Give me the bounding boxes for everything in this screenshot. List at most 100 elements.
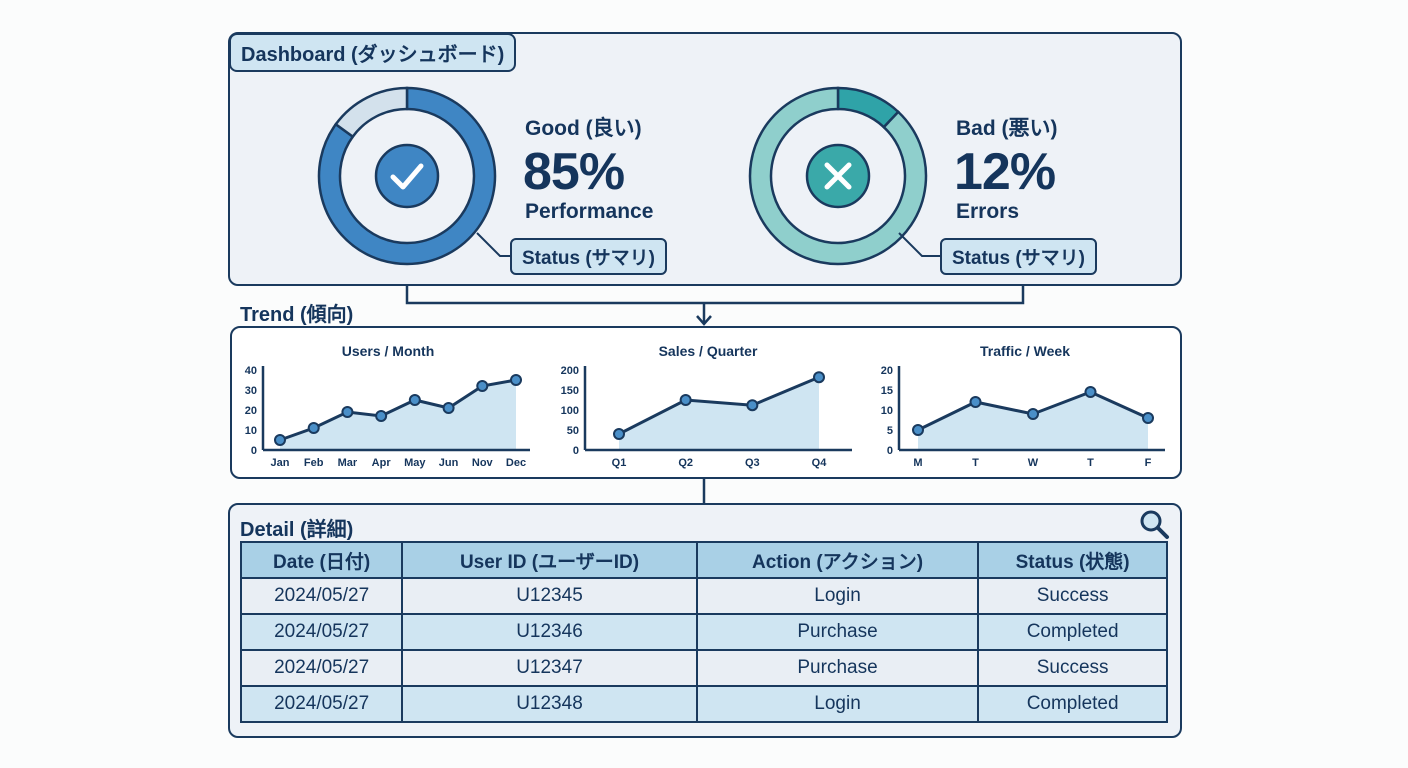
cell-date: 2024/05/27: [239, 577, 404, 615]
y-tick-label: 200: [561, 365, 579, 377]
y-tick-label: 100: [561, 405, 579, 417]
good-filled-segment: [317, 86, 497, 266]
data-point: [813, 371, 825, 384]
y-tick-label: 0: [251, 445, 257, 457]
y-tick-label: 40: [245, 365, 257, 377]
column-header-status[interactable]: Status (状態): [977, 541, 1168, 579]
chart-2: 0 5 10 15 20 M T W T F: [881, 365, 1165, 469]
data-point: [1142, 412, 1154, 424]
x-tick-label: Feb: [304, 457, 324, 469]
data-point: [375, 410, 388, 422]
table-header-row: Date (日付) User ID (ユーザーID) Action (アクション…: [239, 541, 1168, 579]
x-tick-label: Q4: [812, 457, 828, 469]
table-row[interactable]: 2024/05/27 U12346 Purchase Completed: [239, 613, 1168, 651]
cell-action: Login: [695, 685, 980, 723]
y-tick-label: 10: [245, 425, 257, 437]
detail-table: Date (日付) User ID (ユーザーID) Action (アクション…: [239, 541, 1168, 723]
chart-1: 0 50 100 150 200 Q1 Q2 Q3 Q4: [561, 365, 852, 469]
table-row[interactable]: 2024/05/27 U12348 Login Completed: [239, 685, 1168, 723]
table-row[interactable]: 2024/05/27 U12347 Purchase Success: [239, 649, 1168, 687]
x-tick-label: Q1: [612, 457, 627, 469]
bad-caption: Errors: [956, 200, 1020, 223]
chart-area-fill: [918, 392, 1148, 450]
x-tick-label: Q2: [678, 457, 693, 469]
good-remaining-segment: [334, 86, 409, 139]
data-point: [510, 374, 522, 386]
data-point: [746, 399, 759, 412]
good-caption: Performance: [525, 200, 654, 223]
x-tick-label: M: [913, 457, 922, 469]
x-tick-label: Mar: [338, 457, 358, 469]
good-value: 85%: [523, 143, 625, 201]
x-tick-label: Q3: [745, 457, 760, 469]
chart-line: [279, 378, 517, 442]
y-tick-label: 5: [887, 425, 893, 437]
bad-remaining-segment: [748, 86, 928, 266]
cell-action: Purchase: [695, 649, 980, 687]
cell-status: Success: [977, 649, 1168, 687]
cell-date: 2024/05/27: [239, 613, 404, 651]
data-point: [274, 434, 286, 446]
good-heading: Good (良い): [525, 117, 642, 140]
chart-title-sales-quarter: Sales / Quarter: [659, 343, 758, 359]
cell-user-id: U12347: [401, 649, 698, 687]
column-header-action[interactable]: Action (アクション): [695, 541, 980, 579]
y-tick-label: 50: [567, 425, 579, 437]
trend-charts: Users / Month Sales / Quarter Traffic / …: [245, 343, 1165, 469]
magnifier-icon[interactable]: [1138, 508, 1170, 540]
x-tick-label: F: [1145, 457, 1152, 469]
cell-user-id: U12345: [401, 577, 698, 615]
good-status-button[interactable]: Status (サマリ): [510, 238, 668, 275]
data-point: [613, 428, 625, 440]
data-point: [442, 402, 455, 414]
data-point: [476, 380, 489, 392]
cell-date: 2024/05/27: [239, 685, 404, 723]
bad-value: 12%: [954, 143, 1056, 201]
data-point: [1084, 386, 1097, 398]
detail-title: Detail (詳細): [240, 519, 354, 541]
y-tick-label: 0: [573, 445, 579, 457]
cell-status: Success: [977, 577, 1168, 615]
column-header-date[interactable]: Date (日付): [239, 541, 404, 579]
x-tick-label: Apr: [372, 457, 392, 469]
x-tick-label: Dec: [506, 457, 526, 469]
x-icon: [805, 143, 871, 209]
y-tick-label: 150: [561, 385, 579, 397]
cell-user-id: U12348: [401, 685, 698, 723]
cell-action: Purchase: [695, 613, 980, 651]
chart-title-traffic-week: Traffic / Week: [980, 343, 1070, 359]
table-row[interactable]: 2024/05/27 U12345 Login Success: [239, 577, 1168, 615]
y-tick-label: 20: [245, 405, 257, 417]
x-tick-label: May: [404, 457, 426, 469]
data-point: [969, 396, 982, 408]
chart-area-fill: [619, 377, 819, 450]
bad-status-button[interactable]: Status (サマリ): [940, 238, 1098, 275]
y-tick-label: 0: [887, 445, 893, 457]
chart-line: [618, 375, 820, 436]
x-tick-label: Jan: [271, 457, 290, 469]
check-icon: [374, 143, 440, 209]
x-tick-label: Jun: [439, 457, 459, 469]
data-point: [912, 424, 924, 436]
x-tick-label: W: [1028, 457, 1039, 469]
chart-title-users-month: Users / Month: [342, 343, 435, 359]
bad-heading: Bad (悪い): [956, 117, 1058, 140]
cell-status: Completed: [977, 613, 1168, 651]
data-point: [408, 394, 421, 406]
good-donut-gauge: [317, 86, 497, 266]
cell-action: Login: [695, 577, 980, 615]
cell-status: Completed: [977, 685, 1168, 723]
chart-0: 0 10 20 30 40 Jan Feb Mar Apr May Jun Nov Dec: [245, 365, 530, 469]
column-header-user-id[interactable]: User ID (ユーザーID): [401, 541, 698, 579]
y-tick-label: 30: [245, 385, 257, 397]
data-point: [341, 406, 354, 418]
x-tick-label: T: [972, 457, 979, 469]
data-point: [307, 422, 320, 434]
bad-donut-gauge: [748, 86, 928, 266]
data-point: [679, 394, 692, 406]
dashboard-title: Dashboard (ダッシュボード): [229, 33, 517, 72]
y-tick-label: 20: [881, 365, 893, 377]
chart-area-fill: [280, 380, 516, 450]
data-point: [1027, 408, 1039, 420]
x-tick-label: T: [1087, 457, 1094, 469]
